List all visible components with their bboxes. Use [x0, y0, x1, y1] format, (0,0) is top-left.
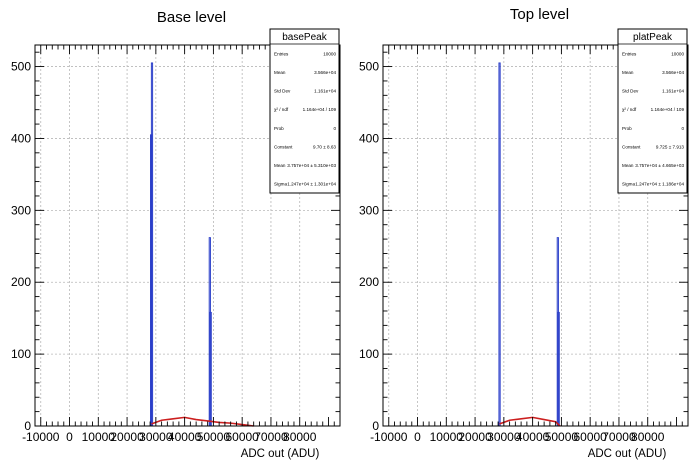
stats-row-value: 3.566e+04: [314, 70, 336, 75]
stats-row-value: 1.161e+04: [662, 89, 684, 94]
y-tick-label: 0: [24, 419, 31, 433]
x-tick-label: 20000: [458, 430, 492, 444]
x-tick-label: 80000: [631, 430, 665, 444]
stats-row-key: Std Dev: [274, 89, 291, 94]
panel-title: Top level: [510, 6, 569, 23]
x-tick-label: 0: [66, 430, 73, 444]
stats-row-key: Std Dev: [622, 89, 639, 94]
stats-row-value: 1.247e+04 ± 1.186e+04: [635, 182, 684, 187]
y-tick-label: 400: [11, 131, 31, 145]
y-tick-label: 500: [11, 60, 31, 74]
x-tick-label: 0: [414, 430, 421, 444]
histogram-panel-1: Base level-10000 0 10000200003000040000500…: [11, 9, 341, 460]
x-tick-label: 60000: [573, 430, 607, 444]
stats-row-key: Sigma: [622, 182, 635, 187]
stats-row-value: 10000: [323, 51, 336, 56]
y-tick-label: 300: [359, 203, 379, 217]
x-tick-label: 50000: [197, 430, 231, 444]
x-tick-label: 20000: [110, 430, 144, 444]
y-tick-label: 300: [11, 203, 31, 217]
panel-title: Base level: [157, 9, 226, 26]
stats-row-value: 1.164e+04 / 109: [303, 107, 337, 112]
stats-row-key: Entries: [622, 51, 637, 56]
stats-row-key: χ² / ndf: [274, 107, 289, 112]
stats-row-value: 0: [333, 126, 336, 131]
stats-row-value: 3.757e+04 ± 5.310e+03: [287, 163, 336, 168]
x-tick-label: -10000: [370, 430, 408, 444]
histogram-panel-2: Top level-10000 0 100002000030000400005000…: [359, 6, 689, 460]
y-tick-label: 100: [359, 347, 379, 361]
stats-row-key: Mean: [274, 70, 286, 75]
stats-row-key: Prob: [622, 126, 632, 131]
x-tick-label: -10000: [22, 430, 60, 444]
stats-row-value: 1.161e+04: [314, 89, 336, 94]
stats-box-frame: [269, 28, 340, 194]
stats-title: basePeak: [282, 32, 327, 43]
stats-row-value: 1.164e+04 / 109: [651, 107, 685, 112]
stats-row-key: Mean: [622, 70, 634, 75]
stats-row-value: 0: [681, 126, 684, 131]
x-axis-label: ADC out (ADU): [588, 448, 667, 460]
y-tick-label: 100: [11, 347, 31, 361]
histogram-bar: [498, 62, 501, 427]
y-tick-label: 500: [359, 60, 379, 74]
stats-row-key: Prob: [274, 126, 284, 131]
stats-row-value: 3.566e+04: [662, 70, 684, 75]
x-tick-label: 70000: [254, 430, 288, 444]
x-tick-label: 10000: [82, 430, 116, 444]
x-tick-label: 10000: [430, 430, 464, 444]
stats-row-key: Constant: [274, 144, 293, 149]
stats-row-value: 1.247e+04 ± 1.301e+04: [287, 182, 336, 187]
plot-frame: [34, 44, 341, 427]
x-tick-label: 30000: [139, 430, 173, 444]
stats-row-key: Constant: [622, 144, 641, 149]
stats-row-key: Entries: [274, 51, 289, 56]
gaussian-fit-curve: [499, 416, 561, 427]
x-tick-label: 40000: [168, 430, 202, 444]
stats-row-value: 3.757e+04 ± 4.665e+03: [635, 163, 684, 168]
gaussian-fit-curve: [151, 416, 254, 427]
x-tick-label: 40000: [516, 430, 550, 444]
x-tick-label: 50000: [545, 430, 579, 444]
stats-box-frame: [617, 28, 688, 194]
plot-frame: [382, 44, 689, 427]
stats-row-key: Mean: [274, 163, 286, 168]
stats-row-value: 9.725 ± 7.913: [656, 144, 685, 149]
x-tick-label: 80000: [283, 430, 317, 444]
x-tick-label: 70000: [602, 430, 636, 444]
stats-row-key: Mean: [622, 163, 634, 168]
x-tick-label: 60000: [225, 430, 259, 444]
y-tick-label: 200: [359, 275, 379, 289]
y-tick-label: 0: [372, 419, 379, 433]
x-axis-label: ADC out (ADU): [241, 448, 320, 460]
y-tick-label: 400: [359, 131, 379, 145]
stats-row-value: 9.70 ± 8.63: [313, 144, 336, 149]
stats-title: platPeak: [633, 32, 673, 43]
x-tick-label: 30000: [487, 430, 521, 444]
stats-box: platPeak Entries 10000 Mean 3.566e+04 Std Dev…: [617, 28, 688, 194]
stats-box: basePeak Entries 10000 Mean 3.566e+04 Std Dev…: [269, 28, 340, 194]
stats-row-key: χ² / ndf: [622, 107, 637, 112]
stats-row-value: 10000: [671, 51, 684, 56]
stats-row-key: Sigma: [274, 182, 287, 187]
y-tick-label: 200: [11, 275, 31, 289]
